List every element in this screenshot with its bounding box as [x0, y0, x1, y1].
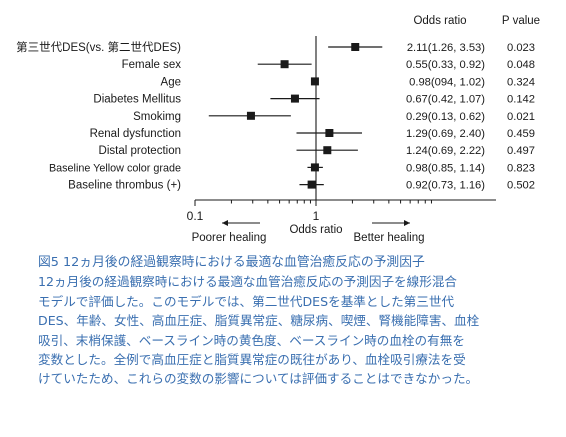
or-marker: [310, 77, 319, 86]
caption-line: 吸引、末梢保護、ベースライン時の黄色度、ベースライン時の血栓の有無を: [38, 332, 465, 348]
caption-line: 変数とした。全例で高血圧症と脂質異常症の既往があり、血栓吸引療法を受: [38, 352, 466, 368]
row-label: Smokimg: [133, 111, 181, 123]
or-marker: [323, 146, 332, 155]
x-tick-label: 1: [313, 209, 320, 223]
caption-line: けていたため、これらの変数の影響については評価することはできなかった。: [38, 371, 479, 387]
left-arrow-head: [222, 220, 228, 226]
p-value: 0.459: [507, 128, 535, 140]
p-value: 0.497: [507, 145, 535, 157]
or-ci-value: 0.98(0.85, 1.14): [406, 162, 485, 174]
caption-title: 図5 12ヵ月後の経過観察時における最適な血管治癒反応の予測因子: [38, 255, 425, 270]
or-marker: [310, 163, 319, 172]
row-label: Female sex: [122, 59, 182, 71]
p-value: 0.823: [507, 162, 535, 174]
p-value: 0.142: [507, 94, 535, 106]
row-label: Diabetes Mellitus: [93, 94, 181, 106]
or-ci-value: 1.24(0.69, 2.22): [406, 145, 485, 157]
or-marker: [290, 94, 299, 103]
caption-line: モデルで評価した。このモデルでは、第二世代DESを基準とした第三世代: [38, 293, 455, 309]
or-marker: [307, 180, 316, 189]
or-ci-value: 0.98(094, 1.02): [409, 76, 485, 88]
left-annotation: Poorer healing: [192, 232, 267, 244]
row-label: Renal dysfunction: [90, 128, 181, 140]
right-annotation: Better healing: [354, 232, 425, 244]
p-value: 0.023: [507, 42, 535, 54]
right-arrow-head: [404, 220, 410, 226]
p-value: 0.324: [507, 76, 535, 88]
row-label: Age: [161, 76, 181, 88]
p-value: 0.021: [507, 111, 535, 123]
or-ci-value: 0.67(0.42, 1.07): [406, 94, 485, 106]
or-marker: [246, 111, 255, 120]
p-value-header: P value: [502, 15, 540, 27]
caption-line: 12ヵ月後の経過観察時における最適な血管治癒反応の予測因子を線形混合: [38, 274, 458, 290]
p-value: 0.502: [507, 180, 535, 192]
figure-caption: 図5 12ヵ月後の経過観察時における最適な血管治癒反応の予測因子 12ヵ月後の経…: [38, 253, 538, 389]
row-label: Baseline thrombus (+): [68, 180, 181, 192]
row-label: 第三世代DES(vs. 第二世代DES): [16, 40, 181, 54]
or-ci-value: 0.29(0.13, 0.62): [406, 111, 485, 123]
x-axis-label: Odds ratio: [289, 224, 342, 236]
forest-plot: Odds ratio P value 第三世代DES(vs. 第二世代DES) 2.1…: [16, 15, 540, 244]
or-ci-value: 0.55(0.33, 0.92): [406, 59, 485, 71]
or-marker: [280, 60, 289, 69]
x-tick-label: 0.1: [187, 209, 204, 223]
or-ci-value: 2.11(1.26, 3.53): [407, 42, 485, 54]
or-marker: [351, 43, 360, 51]
or-ci-value: 1.29(0.69, 2.40): [406, 128, 485, 140]
or-marker: [325, 129, 334, 137]
or-ci-value: 0.92(0.73, 1.16): [406, 180, 485, 192]
caption-line: DES、年齢、女性、高血圧症、脂質異常症、糖尿病、喫煙、腎機能障害、血栓: [38, 313, 480, 329]
row-label: Distal protection: [99, 145, 181, 157]
p-value: 0.048: [507, 59, 535, 71]
row-label: Baseline Yellow color grade: [49, 162, 181, 174]
odds-ratio-header: Odds ratio: [413, 15, 466, 27]
